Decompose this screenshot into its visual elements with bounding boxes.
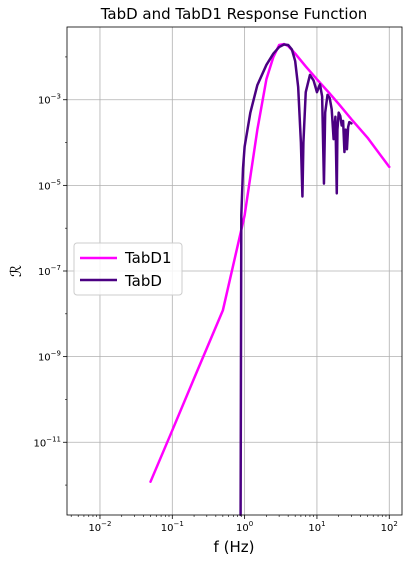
y-axis-label: ℛ: [7, 265, 25, 277]
legend-label-tabd1: TabD1: [124, 249, 172, 267]
x-tick-label: 10−1: [161, 520, 184, 534]
legend-label-tabd: TabD: [124, 272, 162, 290]
axis-ticks: 10−2 10−1 100 101 102 10−11 10−9 10−7 10−5 10−3: [33, 56, 398, 534]
x-tick-label: 102: [381, 520, 398, 534]
legend: TabD1 TabD: [73, 242, 183, 296]
legend-frame: [73, 242, 183, 296]
y-tick-label: 10−3: [38, 93, 61, 107]
y-tick-label: 10−11: [33, 435, 61, 449]
x-tick-label: 100: [236, 520, 253, 534]
y-tick-label: 10−5: [38, 178, 61, 192]
series-layer: [149, 42, 391, 517]
y-tick-label: 10−9: [38, 350, 61, 364]
x-tick-label: 101: [308, 520, 325, 534]
x-tick-label: 10−2: [88, 520, 111, 534]
x-axis-label: f (Hz): [214, 538, 255, 556]
chart-title: TabD and TabD1 Response Function: [100, 5, 368, 23]
series-line-tabd: [239, 43, 353, 517]
y-tick-label: 10−7: [38, 264, 61, 278]
